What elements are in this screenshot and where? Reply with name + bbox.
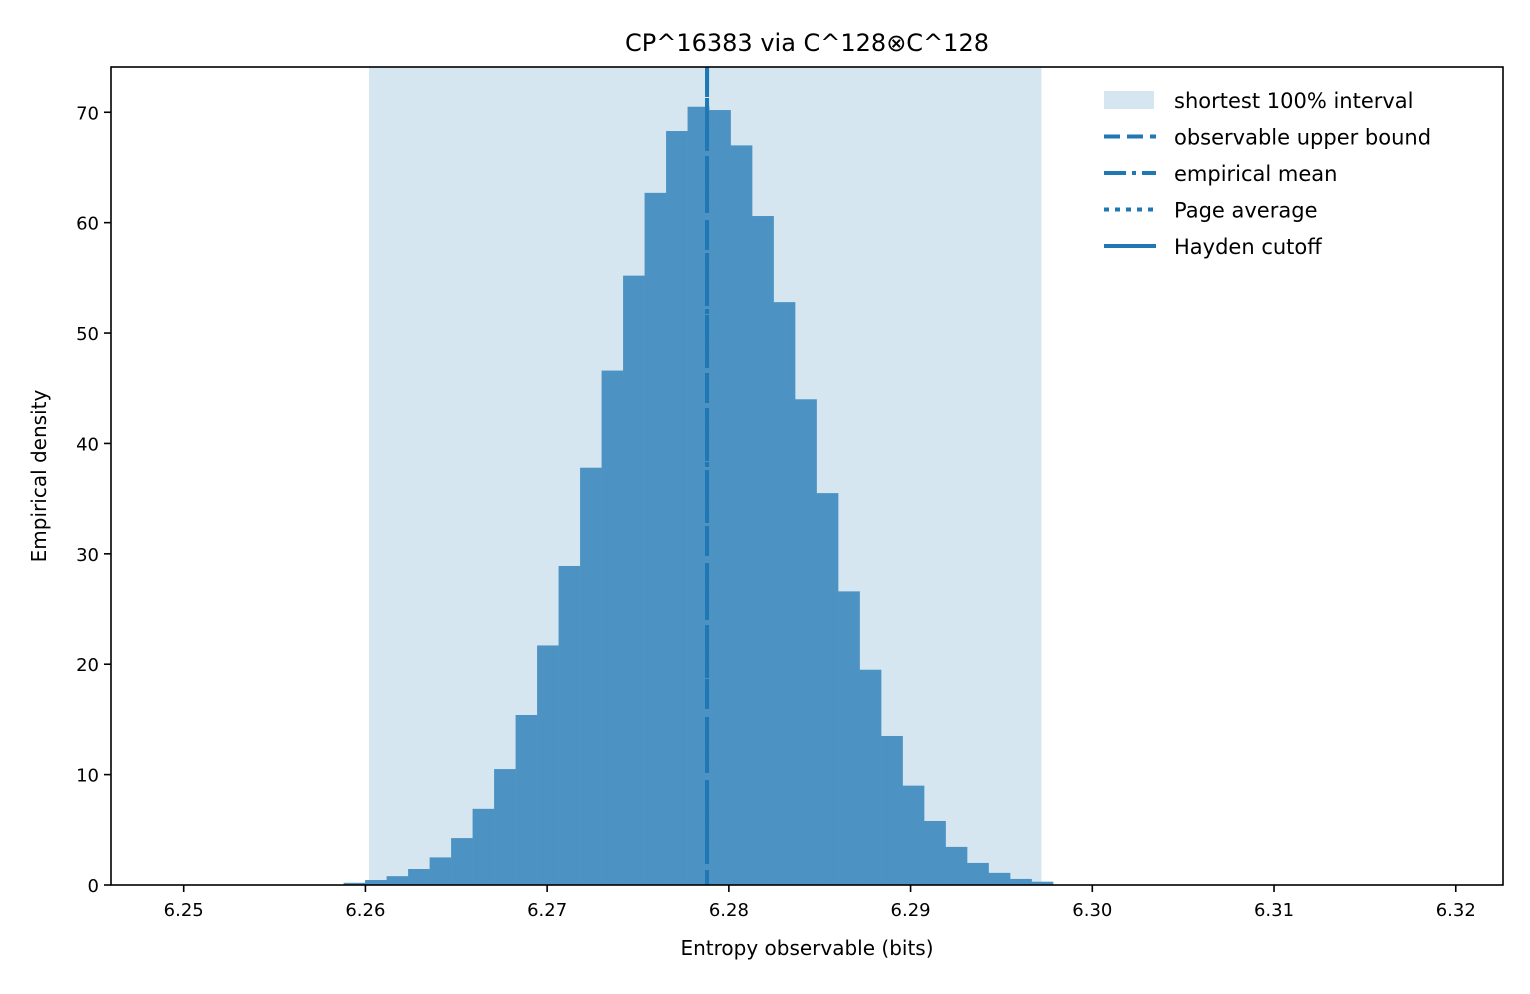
- y-tick-label: 40: [76, 434, 99, 455]
- y-tick-label: 0: [88, 876, 99, 897]
- histogram-bar: [386, 876, 409, 885]
- histogram-bar: [472, 808, 495, 885]
- histogram-bar: [666, 131, 688, 886]
- histogram-bar: [752, 216, 774, 886]
- histogram-bar: [988, 872, 1011, 885]
- histogram-bar: [343, 882, 366, 885]
- x-tick-label: 6.27: [527, 900, 567, 921]
- histogram-bar: [795, 399, 817, 885]
- legend-label: Page average: [1174, 199, 1317, 223]
- histogram-bar: [623, 275, 645, 886]
- histogram-bar: [515, 714, 538, 885]
- plot-frame: [110, 66, 1504, 886]
- histogram-bar: [494, 769, 516, 885]
- histogram-bar: [601, 370, 624, 885]
- x-tick-label: 6.25: [164, 900, 204, 921]
- y-tick-label: 60: [76, 214, 99, 235]
- legend-label: empirical mean: [1174, 162, 1338, 186]
- histogram-bar: [537, 645, 559, 885]
- y-tick-label: 20: [76, 655, 99, 676]
- histogram-bar: [730, 145, 753, 885]
- x-tick-label: 6.26: [345, 900, 385, 921]
- y-tick-label: 10: [76, 766, 99, 787]
- chart-title: CP^16383 via C^128⊗C^128: [625, 29, 989, 57]
- x-axis-label: Entropy observable (bits): [680, 936, 933, 960]
- histogram-bar: [644, 192, 667, 885]
- histogram-bar: [451, 838, 473, 885]
- histogram-bar: [924, 820, 946, 885]
- histogram-bar: [816, 493, 839, 885]
- histogram-bar: [709, 110, 731, 886]
- histogram-bar: [902, 785, 925, 885]
- histogram-bar: [365, 880, 387, 885]
- histogram-bar: [558, 565, 581, 885]
- y-tick-label: 30: [76, 545, 99, 566]
- y-tick-label: 70: [76, 103, 99, 124]
- histogram-bar: [1031, 881, 1054, 885]
- legend: shortest 100% interval observable upper b…: [1104, 89, 1431, 259]
- legend-label: observable upper bound: [1174, 126, 1431, 150]
- x-tick-label: 6.30: [1072, 900, 1112, 921]
- histogram-bar: [859, 669, 882, 885]
- x-tick-label: 6.32: [1436, 900, 1476, 921]
- histogram-bar: [1010, 878, 1032, 885]
- histogram-bar: [773, 302, 796, 885]
- histogram-bar: [881, 735, 903, 885]
- histogram-bar: [945, 846, 968, 885]
- y-tick-label: 50: [76, 324, 99, 345]
- legend-label: Hayden cutoff: [1174, 235, 1322, 259]
- histogram-bar: [408, 868, 430, 885]
- x-tick-label: 6.31: [1254, 900, 1294, 921]
- histogram-bar: [838, 591, 860, 885]
- legend-label: shortest 100% interval: [1174, 89, 1414, 113]
- x-tick-label: 6.28: [709, 900, 749, 921]
- histogram-bar: [687, 106, 710, 885]
- x-tick-label: 6.29: [891, 900, 931, 921]
- y-axis-label: Empirical density: [27, 390, 51, 563]
- histogram-bar: [429, 857, 452, 885]
- histogram-bar: [967, 862, 989, 885]
- legend-patch-icon: [1104, 91, 1154, 109]
- histogram-bar: [580, 467, 602, 885]
